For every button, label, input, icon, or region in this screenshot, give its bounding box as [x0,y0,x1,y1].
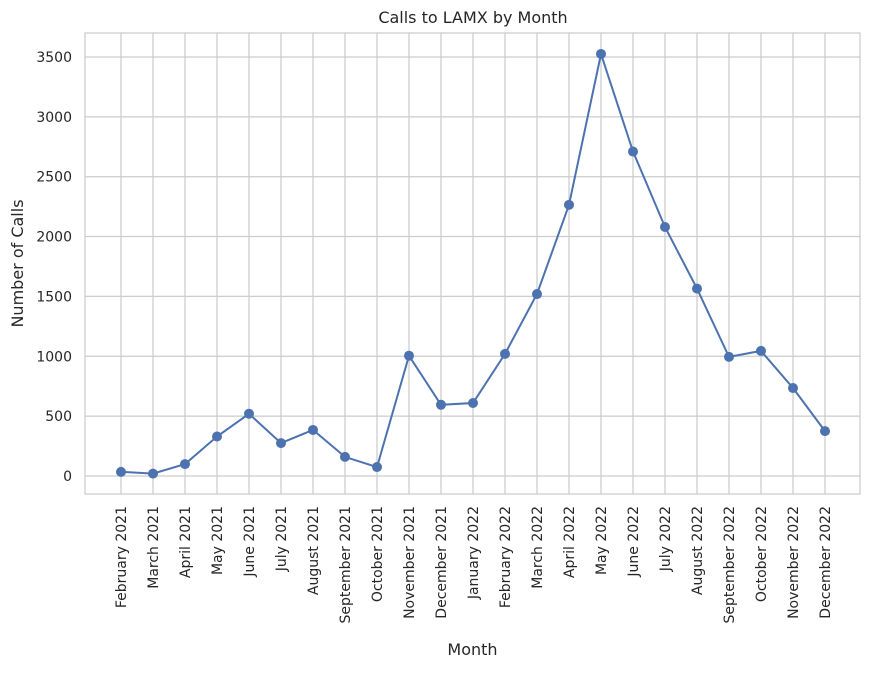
y-axis-ticks: 0 500 1000 1500 2000 2500 3000 3500 [36,50,72,485]
x-tick-label: April 2022 [562,506,578,578]
x-tick-label: December 2021 [434,506,450,619]
chart-title: Calls to LAMX by Month [378,8,567,27]
x-tick-label: September 2021 [338,506,354,623]
x-tick-label: February 2021 [114,506,130,608]
data-point [660,221,670,232]
data-point [212,431,222,442]
data-point [372,462,382,473]
data-point [788,383,798,394]
y-tick-label: 2000 [36,230,72,246]
x-tick-label: July 2021 [274,506,290,572]
data-point [276,438,286,449]
x-tick-label: November 2021 [402,506,418,619]
y-tick-label: 1500 [36,289,72,305]
data-point [532,289,542,300]
x-axis-label: Month [447,640,497,659]
x-tick-label: July 2022 [658,506,674,572]
x-tick-label: August 2021 [306,506,322,595]
data-point [468,397,478,408]
y-tick-label: 1000 [36,349,72,365]
x-tick-label: March 2022 [530,506,546,589]
data-point [116,466,126,477]
data-point [724,351,734,362]
data-point [564,199,574,210]
y-tick-label: 3000 [36,110,72,126]
series-markers [116,48,830,479]
data-point [244,408,254,419]
x-tick-label: November 2022 [786,506,802,619]
x-tick-label: June 2022 [626,506,642,578]
data-point [500,348,510,359]
data-point [308,424,318,435]
y-tick-label: 2500 [36,170,72,186]
x-tick-label: October 2021 [370,506,386,602]
data-point [436,399,446,410]
x-tick-label: February 2022 [498,506,514,608]
y-tick-label: 500 [45,409,72,425]
x-tick-label: January 2022 [466,506,482,600]
data-point [596,48,606,59]
data-point [180,459,190,470]
y-axis-label: Number of Calls [8,199,27,327]
x-tick-label: March 2021 [146,506,162,589]
data-point [756,345,766,356]
x-axis-ticks: February 2021 March 2021 April 2021 May 202… [114,506,834,623]
grid-lines [85,33,860,494]
x-tick-label: December 2022 [818,506,834,619]
data-point [148,468,158,479]
data-point [404,350,414,361]
x-tick-label: April 2021 [178,506,194,578]
x-tick-label: June 2021 [242,506,258,578]
x-tick-label: August 2022 [690,506,706,595]
data-point [340,451,350,462]
plot-area-frame [84,32,861,495]
data-point [628,146,638,157]
x-tick-label: October 2022 [754,506,770,602]
x-tick-label: May 2022 [594,506,610,575]
data-point [820,426,830,437]
data-point [692,283,702,294]
y-tick-label: 0 [63,469,72,485]
x-tick-label: May 2021 [210,506,226,575]
y-tick-label: 3500 [36,50,72,66]
x-tick-label: September 2022 [722,506,738,623]
